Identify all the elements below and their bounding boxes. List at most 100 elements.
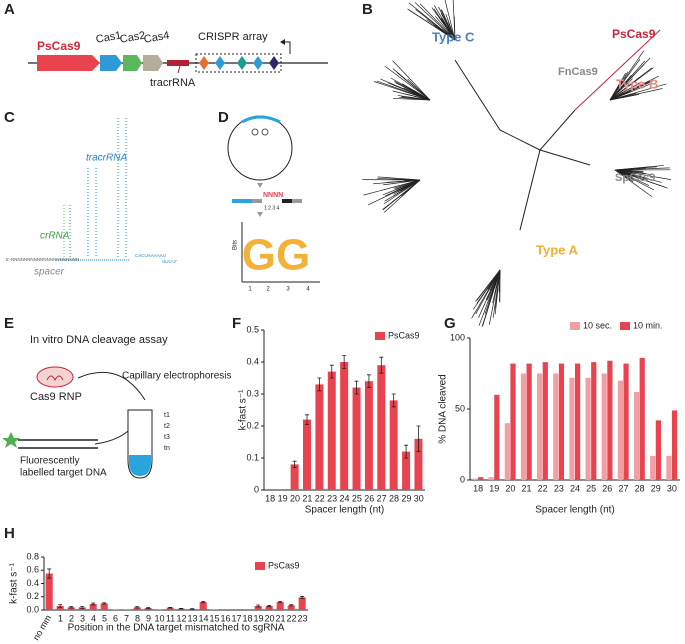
bar bbox=[199, 602, 207, 610]
x-tick-label: 22 bbox=[315, 493, 325, 503]
x-tick-label: 26 bbox=[602, 483, 612, 493]
x-tick-label: 7 bbox=[124, 613, 129, 623]
tree-branch bbox=[614, 169, 672, 180]
pam-label: NNNN bbox=[263, 192, 283, 199]
tree-branch bbox=[407, 8, 456, 41]
error-bar bbox=[292, 460, 297, 468]
bar bbox=[520, 373, 527, 480]
y-tick-label: 0.2 bbox=[26, 591, 39, 601]
x-tick-label: 28 bbox=[635, 483, 645, 493]
gene-label: PsCas9 bbox=[37, 39, 81, 53]
y-axis-label: % DNA cleaved bbox=[438, 374, 449, 443]
tree-branch bbox=[499, 129, 541, 151]
error-bar bbox=[391, 393, 396, 408]
bar bbox=[488, 477, 494, 480]
bar bbox=[287, 605, 295, 610]
x-tick-label: 9 bbox=[146, 613, 151, 623]
assay-label: labelled target DNA bbox=[20, 468, 107, 479]
error-bar bbox=[47, 568, 52, 579]
tree-branch bbox=[614, 169, 648, 182]
y-axis-label: k-fast s⁻¹ bbox=[9, 562, 20, 604]
y-tick-label: 100 bbox=[450, 332, 465, 342]
bar bbox=[402, 451, 411, 490]
x-tick-label: 27 bbox=[618, 483, 628, 493]
x-tick-label: 4 bbox=[306, 287, 310, 293]
tree-branch bbox=[476, 269, 501, 304]
tree-branch bbox=[609, 75, 659, 101]
tree-branch bbox=[377, 176, 421, 181]
tree-branch bbox=[614, 166, 657, 171]
legend-swatch bbox=[620, 322, 630, 330]
bar bbox=[472, 478, 478, 480]
bar bbox=[585, 377, 591, 480]
error-bar bbox=[342, 355, 347, 369]
error-bar bbox=[190, 608, 195, 610]
legend-label: 10 min. bbox=[633, 320, 663, 330]
x-tick-label: 20 bbox=[505, 483, 515, 493]
error-bar bbox=[267, 604, 272, 608]
clade-label: Type A bbox=[536, 242, 579, 257]
error-bar bbox=[278, 600, 283, 604]
tree-branch bbox=[492, 269, 501, 318]
tree-branch bbox=[609, 81, 622, 101]
tree-branch bbox=[498, 269, 501, 293]
assay-label: Cas9 RNP bbox=[30, 391, 82, 403]
error-bar bbox=[304, 414, 309, 425]
x-tick-label: 24 bbox=[570, 483, 580, 493]
x-tick-label: 24 bbox=[339, 493, 349, 503]
y-tick-label: 0.1 bbox=[246, 452, 259, 462]
bar bbox=[633, 391, 640, 480]
x-tick-label: 8 bbox=[135, 613, 140, 623]
x-tick-label: 17 bbox=[231, 613, 241, 623]
x-tick-label: 2 bbox=[266, 287, 270, 293]
panel-letter: H bbox=[4, 525, 15, 542]
panel-letter: C bbox=[4, 109, 15, 126]
sequence: CACUAAAAAU bbox=[135, 253, 166, 258]
x-tick-label: 3 bbox=[286, 287, 290, 293]
x-tick-label: 5 bbox=[102, 613, 107, 623]
x-tick-label: 1 bbox=[58, 613, 63, 623]
x-tick-label: 25 bbox=[352, 493, 362, 503]
x-tick-label: 4 bbox=[91, 613, 96, 623]
error-bar bbox=[300, 596, 305, 599]
error-bar bbox=[354, 380, 359, 395]
gene-label: CRISPR array bbox=[198, 31, 268, 43]
bar bbox=[45, 573, 53, 610]
bar bbox=[623, 363, 629, 480]
bar bbox=[315, 384, 324, 490]
phylogenetic-tree bbox=[362, 0, 672, 327]
assay-label: Fluorescently bbox=[20, 456, 79, 467]
assay-label: Capillary electrophoresis bbox=[122, 371, 232, 382]
bar bbox=[340, 362, 349, 490]
x-tick-label: 20 bbox=[290, 493, 300, 503]
rna-label: crRNA bbox=[40, 231, 70, 242]
y-tick-label: 0.8 bbox=[26, 551, 39, 561]
y-tick-label: 0.0 bbox=[26, 604, 39, 614]
tree-branch bbox=[444, 23, 456, 41]
bar bbox=[558, 363, 565, 480]
bar bbox=[352, 387, 361, 490]
clade-label: PsCas9 bbox=[612, 27, 656, 41]
x-tick-label: 2 bbox=[69, 613, 74, 623]
error-bar bbox=[366, 374, 371, 388]
error-bar bbox=[69, 606, 74, 609]
x-tick-label: 16 bbox=[220, 613, 230, 623]
x-tick-label: 13 bbox=[187, 613, 197, 623]
error-bar bbox=[146, 606, 151, 610]
x-tick-label: 1 bbox=[248, 287, 252, 293]
bar bbox=[666, 455, 672, 480]
tree-branch bbox=[435, 16, 456, 41]
x-tick-label: 28 bbox=[389, 493, 399, 503]
panel-letter: G bbox=[444, 315, 456, 332]
bar bbox=[89, 604, 97, 610]
tree-branch bbox=[363, 179, 421, 196]
bar bbox=[303, 419, 311, 490]
bar bbox=[553, 373, 559, 480]
tree-branch bbox=[393, 98, 431, 101]
tree-branch bbox=[388, 82, 431, 101]
bar bbox=[133, 607, 141, 610]
error-bar bbox=[289, 604, 294, 607]
y-tick-label: 0.2 bbox=[246, 420, 259, 430]
x-tick-label: 3 bbox=[80, 613, 85, 623]
bar bbox=[650, 455, 656, 480]
